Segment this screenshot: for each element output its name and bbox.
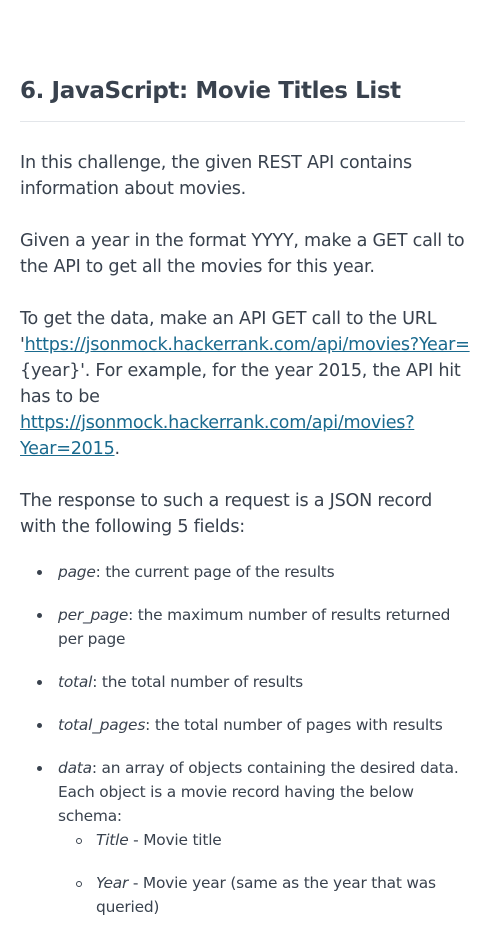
data-access-text-after: {year}'. For example, for the year 2015,…: [20, 361, 461, 407]
field-name: total_pages: [58, 716, 146, 734]
title-divider: [20, 121, 465, 122]
schema-field-name: Title: [96, 831, 129, 849]
data-access-text-before: To get the data, make an API GET call to…: [20, 309, 437, 355]
schema-item-title: Title - Movie title: [58, 828, 473, 852]
schema-item-year: Year - Movie year (same as the year that…: [58, 871, 473, 919]
example-url-link[interactable]: https://jsonmock.hackerrank.com/api/movi…: [20, 413, 415, 459]
challenge-title: 6. JavaScript: Movie Titles List: [20, 78, 401, 104]
data-access-paragraph: To get the data, make an API GET call to…: [20, 306, 473, 462]
field-name: page: [58, 563, 96, 581]
schema-field-description: - Movie title: [128, 831, 222, 849]
response-fields-list: page: the current page of the results pe…: [20, 560, 473, 919]
response-intro-paragraph: The response to such a request is a JSON…: [20, 491, 433, 537]
schema-field-description: - Movie year (same as the year that was …: [96, 874, 436, 916]
field-description: : the total number of results: [92, 673, 303, 691]
field-item-total: total: the total number of results: [20, 670, 473, 694]
field-item-page: page: the current page of the results: [20, 560, 473, 584]
field-description: : the current page of the results: [95, 563, 335, 581]
field-item-per-page: per_page: the maximum number of results …: [20, 603, 473, 651]
schema-field-name: Year: [96, 874, 129, 892]
field-name: total: [58, 673, 93, 691]
movie-schema-list: Title - Movie title Year - Movie year (s…: [58, 828, 473, 919]
api-url-link[interactable]: https://jsonmock.hackerrank.com/api/movi…: [24, 335, 470, 355]
task-paragraph: Given a year in the format YYYY, make a …: [20, 231, 465, 277]
intro-paragraph: In this challenge, the given REST API co…: [20, 153, 412, 199]
field-item-total-pages: total_pages: the total number of pages w…: [20, 713, 473, 737]
field-name: per_page: [58, 606, 129, 624]
field-description: : an array of objects containing the des…: [58, 759, 459, 825]
data-access-end: .: [114, 439, 121, 459]
field-item-data: data: an array of objects containing the…: [20, 756, 473, 919]
field-name: data: [58, 759, 92, 777]
field-description: : the total number of pages with results: [145, 716, 443, 734]
field-description: : the maximum number of results returned…: [58, 606, 451, 648]
